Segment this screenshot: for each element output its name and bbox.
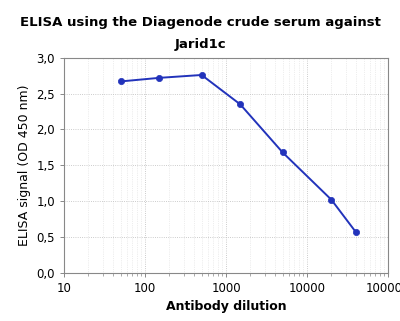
Y-axis label: ELISA signal (OD 450 nm): ELISA signal (OD 450 nm): [18, 84, 31, 246]
Text: Jarid1c: Jarid1c: [174, 39, 226, 51]
Text: ELISA using the Diagenode crude serum against: ELISA using the Diagenode crude serum ag…: [20, 16, 380, 29]
X-axis label: Antibody dilution: Antibody dilution: [166, 300, 286, 313]
